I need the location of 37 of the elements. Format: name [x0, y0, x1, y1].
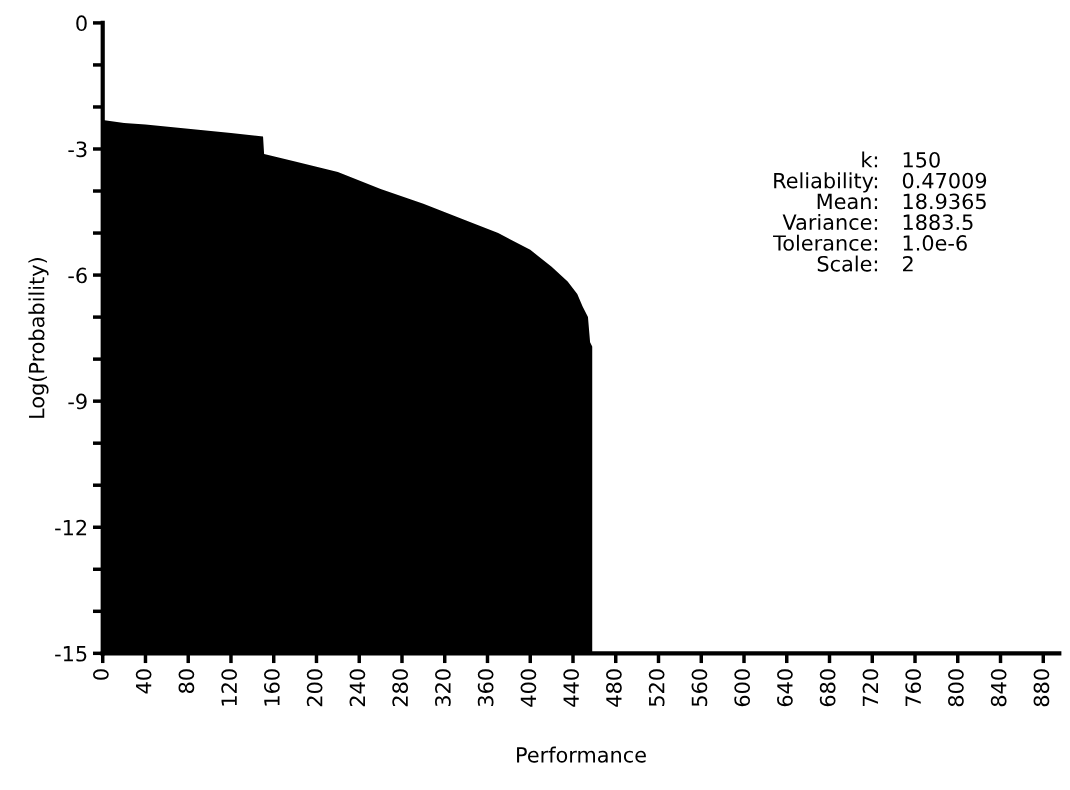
text: Mean: 18.9365 — [817, 193, 986, 210]
x-tick-label: 680 — [819, 669, 836, 707]
x-tick-label: 120 — [221, 669, 238, 706]
x-tick-label: 80 — [178, 669, 195, 694]
x-tick-label: 640 — [777, 669, 793, 707]
x-tick-label: 0 — [93, 669, 109, 680]
x-tick-label: 160 — [264, 669, 280, 706]
y-tick-label: -15 — [55, 646, 87, 662]
x-tick-label: 520 — [648, 669, 665, 707]
x-tick-label: 440 — [563, 669, 580, 707]
x-tick-label: 280 — [392, 669, 409, 707]
x-tick-label: 600 — [734, 669, 751, 707]
y-tick-label: -12 — [55, 519, 87, 536]
y-tick-label: 0 — [76, 15, 87, 32]
x-tick-label: 840 — [990, 669, 1007, 707]
text: Tolerance: 1.0e-6 — [773, 234, 967, 251]
y-tick-label: -6 — [68, 267, 87, 284]
x-tick-label: 760 — [905, 669, 922, 706]
text: Scale: 2 — [817, 255, 913, 272]
x-tick-label: 800 — [948, 669, 964, 707]
x-tick-label: 360 — [477, 669, 494, 707]
x-tick-label: 400 — [520, 669, 537, 707]
text: Variance: 1883.5 — [782, 213, 973, 231]
y-tick-label: -9 — [68, 393, 87, 410]
x-tick-label: 720 — [862, 669, 879, 706]
y-tick-label: -3 — [68, 141, 87, 158]
x-tick-label: 40 — [135, 669, 152, 694]
x-tick-label: 240 — [349, 669, 366, 707]
y-axis-title: Log(Probability) — [28, 258, 49, 418]
x-tick-label: 880 — [1033, 669, 1050, 707]
x-tick-label: 320 — [435, 669, 451, 707]
x-axis-title: Performance — [517, 746, 646, 763]
x-tick-label: 480 — [606, 669, 622, 707]
text: k: 150 — [862, 151, 940, 168]
text: Reliability: 0.47009 — [774, 172, 987, 193]
x-tick-label: 560 — [691, 669, 708, 707]
x-tick-label: 200 — [306, 669, 323, 707]
